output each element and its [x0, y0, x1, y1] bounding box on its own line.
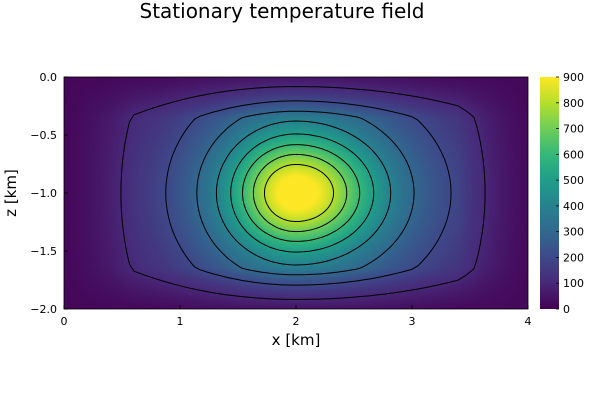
colorbar: 0 100 200 300 400 500 600 700 800 900 — [540, 71, 584, 316]
y-tick-label: −1.0 — [30, 187, 57, 200]
contour-line-600 — [241, 144, 361, 242]
y-tick-label: 0.0 — [40, 71, 58, 84]
y-axis-ticks: 0.0 −0.5 −1.0 −1.5 −2.0 — [30, 71, 68, 316]
x-tick-label: 4 — [525, 315, 532, 328]
colorbar-tick-label: 300 — [563, 226, 584, 239]
colorbar-tick-label: 700 — [563, 123, 584, 136]
colorbar-ticks: 0 100 200 300 400 500 600 700 800 900 — [556, 71, 584, 316]
colorbar-tick-label: 500 — [563, 174, 584, 187]
colorbar-tick-label: 900 — [563, 71, 584, 84]
contour-line-100 — [120, 85, 486, 301]
x-axis-ticks: 0 1 2 3 4 — [61, 305, 532, 328]
colorbar-tick-label: 0 — [563, 303, 570, 316]
x-tick-label: 3 — [409, 315, 416, 328]
y-tick-label: −0.5 — [30, 129, 57, 142]
colorbar-tick-label: 400 — [563, 200, 584, 213]
y-tick-label: −2.0 — [30, 303, 57, 316]
contour-line-400 — [215, 120, 392, 266]
colorbar-tick-label: 600 — [563, 148, 584, 161]
contour-line-700 — [252, 153, 348, 233]
x-tick-label: 1 — [177, 315, 184, 328]
heatmap-image — [64, 77, 528, 309]
y-axis-label: z [km] — [2, 169, 20, 217]
contour-line-500 — [230, 133, 375, 253]
chart-title: Stationary temperature field — [140, 0, 425, 23]
y-tick-label: −1.5 — [30, 245, 57, 258]
contour-line-800 — [264, 164, 334, 222]
contour-line-300 — [196, 110, 415, 276]
x-tick-label: 2 — [293, 315, 300, 328]
plot-area — [63, 76, 529, 310]
colorbar-tick-label: 100 — [563, 277, 584, 290]
contour-line-200 — [165, 100, 452, 286]
colorbar-tick-label: 800 — [563, 97, 584, 110]
colorbar-tick-label: 200 — [563, 251, 584, 264]
x-tick-label: 0 — [61, 315, 68, 328]
colorbar-bar — [540, 77, 559, 309]
contour-lines — [120, 85, 486, 301]
x-axis-label: x [km] — [272, 331, 321, 349]
